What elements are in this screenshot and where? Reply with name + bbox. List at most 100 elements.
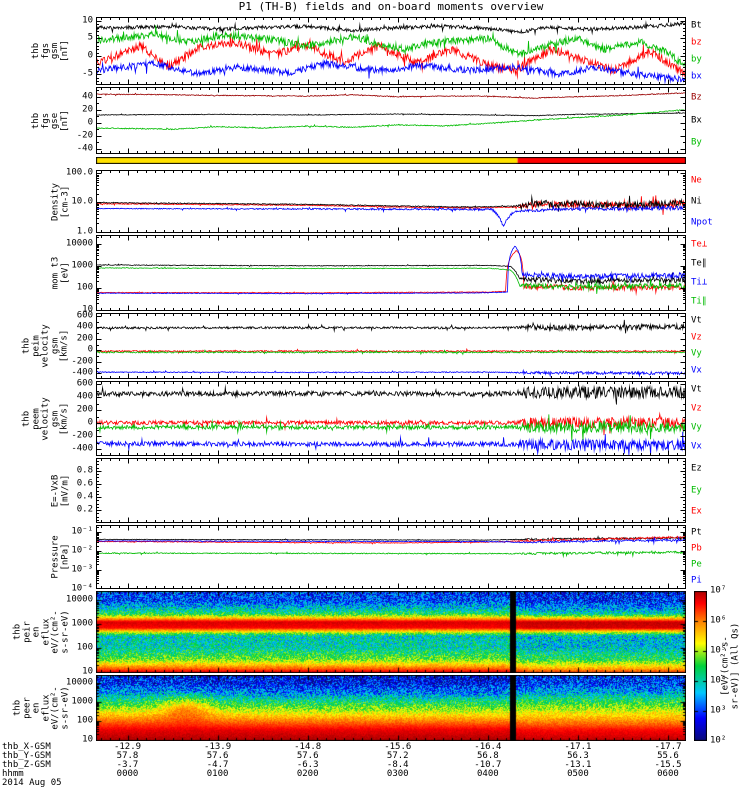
ytick-label-efield: 0.4 xyxy=(76,491,93,502)
panel-spec_ele-canvas xyxy=(96,675,686,741)
footer-value: 57.2 xyxy=(386,751,409,761)
series-label-Bx: Bx xyxy=(691,115,702,125)
series-label-Te∥: Te∥ xyxy=(691,258,707,268)
ylabel-spec_ele: thb peer en eflux eV/(cm²- s-sr-eV) xyxy=(12,686,70,730)
footer-value: -8.4 xyxy=(386,760,409,770)
series-label-Bt: Bt xyxy=(691,20,702,30)
series-label-Ez: Ez xyxy=(691,463,702,474)
ytick-label-fgs_gse: -20 xyxy=(76,130,93,141)
footer-value: -16.4 xyxy=(474,742,502,752)
panel-efield-canvas xyxy=(96,458,686,523)
footer-value: 0100 xyxy=(206,769,229,779)
ytick-label-pressure: 10⁻² xyxy=(71,545,93,556)
ytick-label-v_ion: 400 xyxy=(76,321,93,332)
ytick-label-temp: 10 xyxy=(82,304,93,315)
series-label-bx: bx xyxy=(691,71,702,81)
ytick-label-fgs_gsm: -5 xyxy=(82,68,93,79)
colorbar-tick-label: 10⁶ xyxy=(710,615,727,626)
ytick-label-fgs_gse: 20 xyxy=(82,104,93,115)
series-label-Vx: Vx xyxy=(691,365,702,376)
ytick-label-fgs_gsm: 10 xyxy=(82,15,93,26)
footer-value: -13.1 xyxy=(564,760,592,770)
ytick-label-v_ele: 600 xyxy=(76,378,93,389)
ylabel-spec_ion: thb peir en eflux eV/(cm²- s-sr-eV) xyxy=(12,610,70,654)
series-label-Bz: Bz xyxy=(691,92,702,103)
footer-value: 57.8 xyxy=(116,751,139,761)
panel-fgs_gsm-canvas xyxy=(96,17,686,85)
series-label-Ti⊥: Ti⊥ xyxy=(691,277,708,287)
ylabel-pressure: Pressure [nPa] xyxy=(50,535,70,579)
ytick-label-spec_ion: 1000 xyxy=(71,618,93,629)
ytick-label-density: 100.0 xyxy=(65,167,93,178)
footer-value: 0500 xyxy=(567,769,589,779)
colorbar-tick-label: 10⁷ xyxy=(710,585,727,596)
series-label-Pt: Pt xyxy=(691,527,702,538)
ytick-label-v_ele: 200 xyxy=(76,404,93,415)
footer-value: -15.5 xyxy=(654,760,682,770)
ytick-label-v_ele: -400 xyxy=(71,443,93,454)
footer-value: 0600 xyxy=(657,769,679,779)
series-label-Pe: Pe xyxy=(691,559,702,570)
ytick-label-spec_ele: 10000 xyxy=(65,677,93,688)
footer-value: 56.8 xyxy=(476,751,499,761)
colorbar-tick-label: 10⁵ xyxy=(710,645,727,656)
ytick-label-spec_ele: 10 xyxy=(82,734,93,745)
series-label-Ex: Ex xyxy=(691,506,702,517)
ytick-label-temp: 10000 xyxy=(65,238,93,249)
ytick-label-spec_ion: 100 xyxy=(76,642,93,653)
series-label-Pi: Pi xyxy=(691,575,702,586)
ytick-label-spec_ion: 10000 xyxy=(65,594,93,605)
ytick-label-v_ion: -200 xyxy=(71,356,93,367)
ytick-label-v_ion: 200 xyxy=(76,333,93,344)
ytick-label-temp: 1000 xyxy=(71,260,93,271)
ytick-label-v_ele: 400 xyxy=(76,391,93,402)
date-label: 2014 Aug 05 xyxy=(2,778,62,788)
ytick-label-fgs_gsm: 5 xyxy=(87,32,93,43)
footer-value: -14.8 xyxy=(294,742,322,752)
ytick-label-v_ele: -200 xyxy=(71,430,93,441)
panel-v_ele-canvas xyxy=(96,381,686,456)
panel-density-canvas xyxy=(96,170,686,233)
footer-value: -17.7 xyxy=(654,742,682,752)
series-label-Vz: Vz xyxy=(691,403,702,414)
footer-value: 0000 xyxy=(116,769,139,779)
panel-fgs_gse-canvas xyxy=(96,87,686,154)
mode-bar xyxy=(96,157,686,164)
footer-value: -3.7 xyxy=(116,760,139,770)
footer-value: -6.3 xyxy=(296,760,319,770)
panel-pressure-canvas xyxy=(96,525,686,589)
footer-value: -12.9 xyxy=(113,742,142,752)
figure-title: P1 (TH-B) fields and on-board moments ov… xyxy=(238,0,544,13)
panel-temp-canvas xyxy=(96,235,686,311)
colorbar-tick-label: 10⁴ xyxy=(710,675,727,686)
ytick-label-spec_ele: 1000 xyxy=(71,696,93,707)
series-label-by: by xyxy=(691,54,702,64)
ylabel-v_ele: thb peem velocity gsm [km/s] xyxy=(21,396,70,441)
series-label-Te⊥: Te⊥ xyxy=(691,239,708,249)
series-label-Vz: Vz xyxy=(691,332,702,343)
series-label-Npot: Npot xyxy=(691,217,713,227)
ytick-label-spec_ion: 10 xyxy=(82,666,93,677)
colorbar-tick-label: 10³ xyxy=(710,705,727,716)
series-label-Vt: Vt xyxy=(691,384,702,395)
ytick-label-fgs_gse: 0 xyxy=(87,117,93,128)
panel-spec_ion-canvas xyxy=(96,591,686,673)
ytick-label-efield: 0.8 xyxy=(76,465,93,476)
footer-value: -4.7 xyxy=(206,760,229,770)
footer-row-label: thb_X-GSM xyxy=(2,742,51,752)
footer-value: 0200 xyxy=(296,769,319,779)
series-label-Pb: Pb xyxy=(691,543,702,554)
footer-value: 0400 xyxy=(476,769,499,779)
series-label-bz: bz xyxy=(691,37,702,47)
ylabel-v_ion: thb peim velocity gsm [km/s] xyxy=(21,324,70,368)
colorbar-canvas xyxy=(694,591,707,741)
ytick-label-efield: 0.6 xyxy=(76,478,93,489)
footer-row-label: hhmm xyxy=(2,769,24,779)
ytick-label-density: 1.0 xyxy=(76,226,93,237)
footer-value: -17.1 xyxy=(564,742,592,752)
series-label-Vt: Vt xyxy=(691,315,702,326)
ylabel-fgs_gse: thb fgs gse [nT] xyxy=(31,109,70,132)
ytick-label-pressure: 10⁻¹ xyxy=(71,526,93,537)
ytick-label-v_ion: 600 xyxy=(76,310,93,321)
series-label-Vx: Vx xyxy=(691,441,702,452)
